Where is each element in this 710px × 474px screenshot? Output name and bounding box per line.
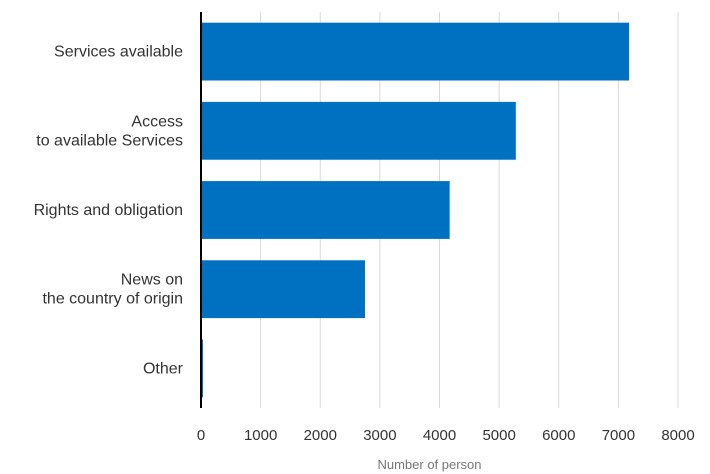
x-tick-label: 7000: [602, 427, 635, 444]
x-tick-label: 2000: [304, 427, 337, 444]
bar: [201, 101, 516, 160]
bars: [201, 22, 630, 398]
category-labels: Services available Access to available Ser…: [34, 44, 184, 378]
x-axis-title: Number of person: [377, 457, 481, 472]
bar: [201, 260, 365, 319]
x-tick-label: 1000: [244, 427, 277, 444]
category-label: News on the country of origin: [42, 272, 183, 308]
bar: [201, 22, 630, 81]
category-label: Services available: [54, 44, 183, 61]
category-label: Rights and obligation: [34, 202, 183, 219]
x-tick-label: 5000: [482, 427, 515, 444]
x-tick-labels: 0 1000 2000 3000 4000 5000 6000 7000 8000: [197, 427, 695, 444]
x-tick-label: 8000: [661, 427, 694, 444]
category-label: Access to available Services: [36, 113, 183, 149]
x-tick-label: 4000: [423, 427, 456, 444]
category-label: Other: [143, 360, 184, 377]
x-tick-label: 0: [197, 427, 205, 444]
x-tick-label: 3000: [363, 427, 396, 444]
x-tick-label: 6000: [542, 427, 575, 444]
bar: [201, 181, 450, 239]
